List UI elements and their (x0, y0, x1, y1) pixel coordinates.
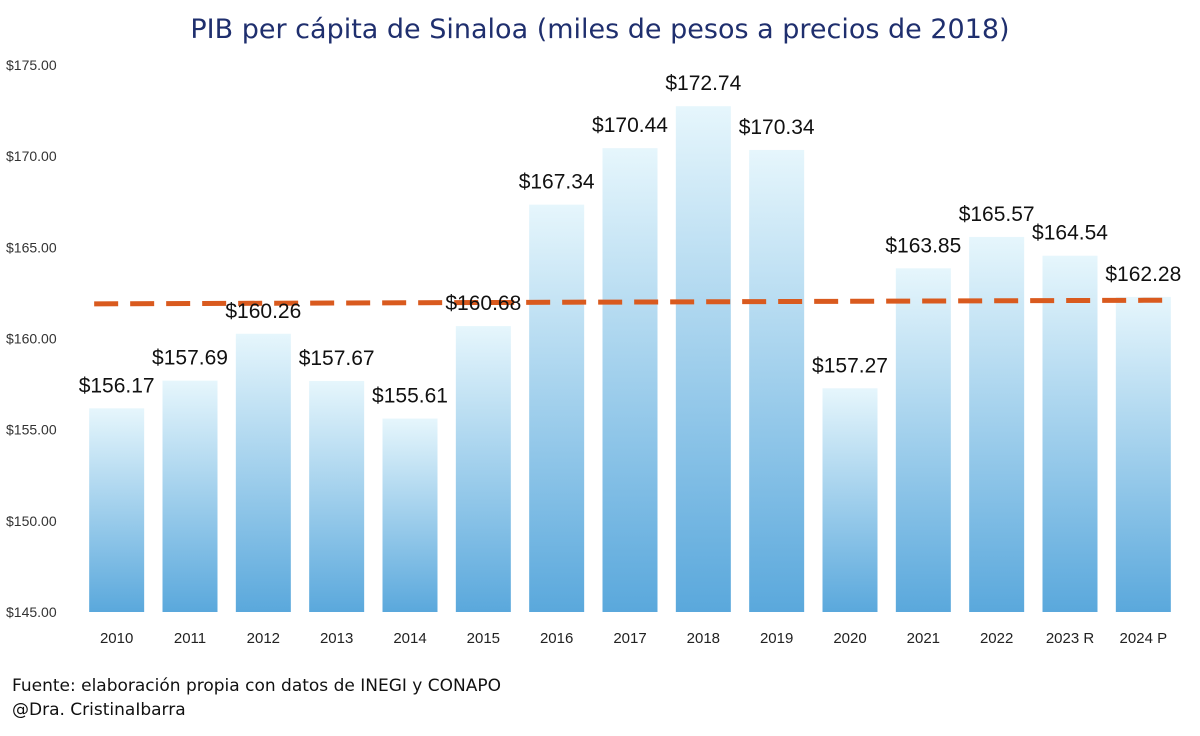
x-axis: 2010 2011 2012 2013 2014 2015 2016 2017 2018 2019… (100, 630, 1167, 647)
x-tick-label: 2015 (467, 630, 500, 647)
bar (749, 149, 805, 612)
data-label: $160.26 (225, 300, 301, 323)
y-axis: $145.00 $150.00 $155.00 $160.00 $165.00 $170.… (6, 57, 57, 620)
x-tick-label: 2018 (687, 630, 720, 647)
bars (89, 106, 1171, 613)
data-label: $167.34 (519, 171, 595, 194)
source-note: Fuente: elaboración propia con datos de … (12, 676, 501, 696)
data-label: $160.68 (445, 292, 521, 315)
data-label: $156.17 (79, 374, 155, 397)
data-label: $163.85 (885, 234, 961, 257)
data-label: $164.54 (1032, 222, 1108, 245)
x-tick-label: 2014 (393, 630, 426, 647)
x-tick-label: 2024 P (1120, 630, 1168, 647)
data-label: $170.44 (592, 114, 668, 137)
data-labels: $156.17 $157.69 $160.26 $157.67 $155.61 $160.… (79, 72, 1182, 407)
data-label: $162.28 (1105, 263, 1181, 286)
bar (382, 418, 438, 612)
data-label: $165.57 (959, 203, 1035, 226)
data-label: $170.34 (739, 116, 815, 139)
chart-title: PIB per cápita de Sinaloa (miles de peso… (190, 14, 1010, 45)
y-tick-label: $170.00 (6, 148, 57, 164)
y-tick-label: $145.00 (6, 604, 57, 620)
bar (1042, 255, 1098, 612)
x-tick-label: 2020 (833, 630, 866, 647)
data-label: $157.69 (152, 347, 228, 370)
data-label: $155.61 (372, 385, 448, 408)
bar (235, 333, 291, 612)
bar (895, 268, 951, 612)
x-tick-label: 2022 (980, 630, 1013, 647)
bar (1115, 296, 1171, 612)
data-label: $157.27 (812, 354, 888, 377)
y-tick-label: $150.00 (6, 513, 57, 529)
bar (455, 326, 511, 612)
x-tick-label: 2012 (247, 630, 280, 647)
author-note: @Dra. CristinaIbarra (12, 700, 186, 720)
data-label: $157.67 (299, 347, 375, 370)
x-tick-label: 2017 (613, 630, 646, 647)
bar (529, 204, 585, 612)
y-tick-label: $175.00 (6, 57, 57, 73)
y-tick-label: $160.00 (6, 331, 57, 347)
y-tick-label: $155.00 (6, 422, 57, 438)
x-tick-label: 2021 (907, 630, 940, 647)
y-tick-label: $165.00 (6, 239, 57, 255)
x-tick-label: 2016 (540, 630, 573, 647)
bar (162, 380, 218, 612)
bar (89, 408, 145, 612)
bar (309, 380, 365, 612)
bar (969, 236, 1025, 612)
x-tick-label: 2019 (760, 630, 793, 647)
data-label: $172.74 (665, 72, 741, 95)
x-tick-label: 2023 R (1046, 630, 1095, 647)
x-tick-label: 2013 (320, 630, 353, 647)
bar (822, 388, 878, 612)
x-tick-label: 2010 (100, 630, 133, 647)
x-tick-label: 2011 (174, 630, 206, 647)
bar (602, 148, 658, 613)
bar (675, 106, 731, 612)
